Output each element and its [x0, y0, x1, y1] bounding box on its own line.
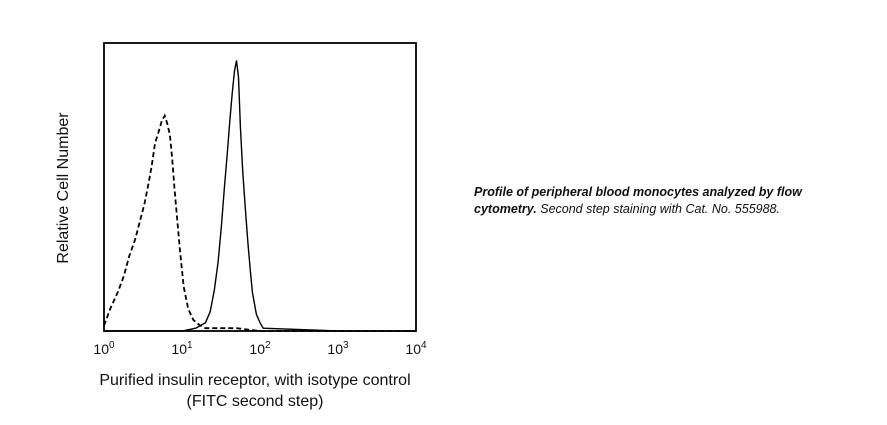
- caption-rest: Second step staining with Cat. No. 55598…: [536, 202, 780, 216]
- plot-frame: [103, 42, 417, 332]
- insulin-receptor-curve: [104, 60, 416, 332]
- x-tick-label: 102: [249, 340, 271, 357]
- x-tick-label: 101: [171, 340, 193, 357]
- chart-panel: [47, 10, 453, 414]
- x-axis-label-line2: (FITC second step): [187, 393, 324, 410]
- x-tick-label: 100: [93, 340, 115, 357]
- series-layer: [103, 60, 416, 332]
- y-axis-label: Relative Cell Number: [55, 112, 72, 264]
- x-tick-labels: 100 101 102 103 104: [93, 340, 427, 357]
- x-axis-label-line1: Purified insulin receptor, with isotype …: [99, 372, 410, 389]
- x-tick-label: 103: [327, 340, 349, 357]
- x-tick-label: 104: [405, 340, 427, 357]
- isotype-control-curve: [103, 113, 416, 332]
- figure-caption: Profile of peripheral blood monocytes an…: [474, 184, 854, 218]
- caption-bold: Profile of peripheral blood monocytes an…: [474, 185, 802, 216]
